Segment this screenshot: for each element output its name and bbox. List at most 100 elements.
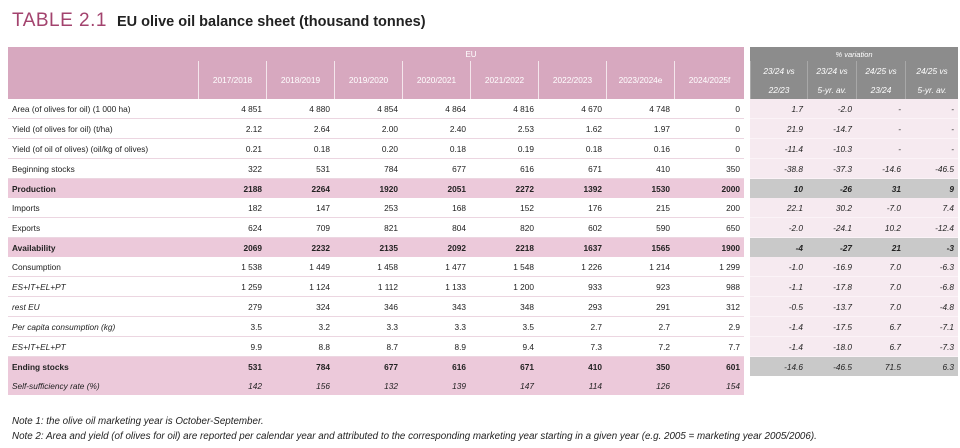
value-cell: 293 — [538, 297, 606, 317]
value-cell: 1 112 — [334, 277, 402, 297]
value-cell: 1 538 — [198, 257, 266, 277]
value-cell: 139 — [402, 376, 470, 395]
value-cell: 182 — [198, 198, 266, 218]
value-cell: 0 — [674, 119, 744, 139]
variation-cell: -10.3 — [807, 139, 856, 159]
variation-cell: -7.3 — [905, 337, 959, 357]
variation-header-bottom: 22/23 — [750, 81, 807, 99]
variation-cell: 10 — [750, 179, 807, 198]
value-cell: 154 — [674, 376, 744, 395]
value-cell: 9.9 — [198, 337, 266, 357]
year-header: 2023/2024e — [606, 61, 674, 99]
value-cell: 3.5 — [198, 317, 266, 337]
value-cell: 2218 — [470, 238, 538, 257]
row-label: Imports — [8, 198, 198, 218]
value-cell: 126 — [606, 376, 674, 395]
value-cell: 253 — [334, 198, 402, 218]
year-header: 2018/2019 — [266, 61, 334, 99]
value-cell: 4 880 — [266, 99, 334, 119]
value-cell: 1637 — [538, 238, 606, 257]
value-cell: 988 — [674, 277, 744, 297]
table-row: Imports 182 147 253 168 152 176 215 200 … — [8, 198, 959, 218]
variation-header-bottom: 23/24 — [856, 81, 905, 99]
year-header: 2017/2018 — [198, 61, 266, 99]
value-cell: 2092 — [402, 238, 470, 257]
variation-cell: -7.0 — [856, 198, 905, 218]
variation-cell: 7.4 — [905, 198, 959, 218]
row-label: Yield (of oil of olives) (oil/kg of oliv… — [8, 139, 198, 159]
balance-sheet-table: EU % variation 2017/2018 2018/2019 2019/… — [8, 47, 959, 395]
table-row: Yield (of olives for oil) (t/ha) 2.12 2.… — [8, 119, 959, 139]
value-cell: 1 226 — [538, 257, 606, 277]
value-cell: 3.5 — [470, 317, 538, 337]
variation-cell: 9 — [905, 179, 959, 198]
variation-cell: -1.4 — [750, 337, 807, 357]
value-cell: 2272 — [470, 179, 538, 198]
table-row: Beginning stocks 322 531 784 677 616 671… — [8, 159, 959, 179]
variation-cell: -2.0 — [807, 99, 856, 119]
value-cell: 114 — [538, 376, 606, 395]
value-cell: 312 — [674, 297, 744, 317]
row-label: Beginning stocks — [8, 159, 198, 179]
variation-cell: 22.1 — [750, 198, 807, 218]
value-cell: 8.9 — [402, 337, 470, 357]
value-cell: 671 — [470, 357, 538, 376]
variation-cell: -6.3 — [905, 257, 959, 277]
value-cell: 0.18 — [538, 139, 606, 159]
value-cell: 709 — [266, 218, 334, 238]
value-cell: 531 — [266, 159, 334, 179]
value-cell: 2.7 — [538, 317, 606, 337]
variation-cell: - — [856, 99, 905, 119]
value-cell: 0.16 — [606, 139, 674, 159]
variation-cell: -7.1 — [905, 317, 959, 337]
year-header: 2021/2022 — [470, 61, 538, 99]
value-cell: 9.4 — [470, 337, 538, 357]
value-cell: 1.62 — [538, 119, 606, 139]
value-cell: 7.7 — [674, 337, 744, 357]
value-cell: 2.7 — [606, 317, 674, 337]
variation-cell: 21 — [856, 238, 905, 257]
variation-cell: -24.1 — [807, 218, 856, 238]
table-row: rest EU 279 324 346 343 348 293 291 312 … — [8, 297, 959, 317]
value-cell: 2000 — [674, 179, 744, 198]
value-cell: 291 — [606, 297, 674, 317]
variation-cell: 6.7 — [856, 317, 905, 337]
value-cell: 168 — [402, 198, 470, 218]
value-cell: 1565 — [606, 238, 674, 257]
variation-cell: -1.1 — [750, 277, 807, 297]
value-cell: 923 — [606, 277, 674, 297]
variation-cell: -16.9 — [807, 257, 856, 277]
variation-cell: 10.2 — [856, 218, 905, 238]
table-row-highlight: Ending stocks 531 784 677 616 671 410 35… — [8, 357, 959, 376]
value-cell: 2.00 — [334, 119, 402, 139]
value-cell: 410 — [538, 357, 606, 376]
value-cell: 0.19 — [470, 139, 538, 159]
value-cell: 616 — [402, 357, 470, 376]
value-cell: 616 — [470, 159, 538, 179]
row-label-header — [8, 47, 198, 99]
year-header: 2020/2021 — [402, 61, 470, 99]
value-cell: 324 — [266, 297, 334, 317]
value-cell: 2069 — [198, 238, 266, 257]
value-cell: 677 — [402, 159, 470, 179]
value-cell: 4 864 — [402, 99, 470, 119]
value-cell: 343 — [402, 297, 470, 317]
value-cell: 147 — [470, 376, 538, 395]
variation-cell: -1.4 — [750, 317, 807, 337]
value-cell: 0.18 — [402, 139, 470, 159]
value-cell: 346 — [334, 297, 402, 317]
value-cell: 1 299 — [674, 257, 744, 277]
variation-cell: -4.8 — [905, 297, 959, 317]
variation-header-top: 23/24 vs — [807, 61, 856, 81]
value-cell: 200 — [674, 198, 744, 218]
value-cell: 142 — [198, 376, 266, 395]
value-cell: 350 — [606, 357, 674, 376]
value-cell: 215 — [606, 198, 674, 218]
value-cell: 279 — [198, 297, 266, 317]
variation-cell: 31 — [856, 179, 905, 198]
value-cell: 2232 — [266, 238, 334, 257]
value-cell: 0 — [674, 139, 744, 159]
variation-cell: -12.4 — [905, 218, 959, 238]
value-cell: 677 — [334, 357, 402, 376]
table-row: Area (of olives for oil) (1 000 ha) 4 85… — [8, 99, 959, 119]
